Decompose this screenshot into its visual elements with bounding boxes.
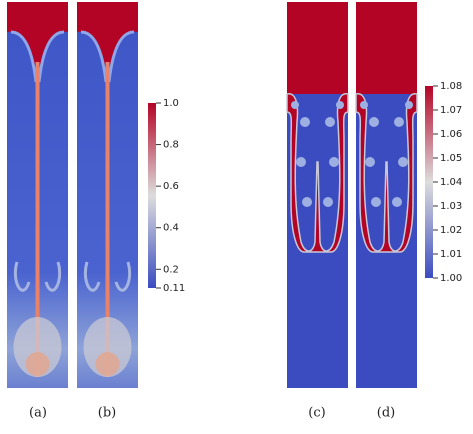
colorbar-tick-label: 1.03 [440, 201, 462, 212]
panel-image [356, 2, 417, 388]
figure: 1.0 0.8 0.6 0.4 0.2 0.11 1.08 1.07 1.06 1.05 1.04… [0, 0, 473, 430]
colorbar-gradient [425, 86, 433, 278]
colorbar-tick-label: 0.11 [163, 283, 185, 294]
colorbar-tick-label: 1.0 [163, 98, 179, 109]
colorbar-tick-label: 1.01 [440, 249, 462, 260]
panel-image [7, 2, 68, 388]
panel-label: (b) [98, 406, 116, 421]
colorbar-gradient [148, 103, 156, 288]
colorbar-tick-label: 0.4 [163, 223, 179, 234]
colorbar-tick-label: 1.00 [440, 273, 462, 284]
panel-label: (c) [308, 406, 325, 421]
colorbar-tick-label: 1.07 [440, 105, 462, 116]
colorbar-tick-label: 1.04 [440, 177, 462, 188]
panel-labels: (a) (b) (c) (d) [29, 406, 395, 421]
colorbar-tick-label: 0.6 [163, 181, 179, 192]
colorbar: 1.0 0.8 0.6 0.4 0.2 0.11 [148, 98, 185, 294]
panel-image [287, 2, 348, 388]
colorbar-tick-label: 1.02 [440, 225, 462, 236]
panel-label: (d) [377, 406, 395, 421]
colorbar-tick-label: 0.2 [163, 264, 179, 275]
colorbar-tick-label: 1.06 [440, 129, 462, 140]
colorbar-tick-label: 0.8 [163, 140, 179, 151]
panel-image [77, 2, 138, 388]
colorbar-tick-label: 1.05 [440, 153, 462, 164]
panel-label: (a) [29, 406, 47, 421]
colorbar: 1.08 1.07 1.06 1.05 1.04 1.03 1.02 1.01 1.00 [425, 81, 462, 284]
colorbar-tick-label: 1.08 [440, 81, 462, 92]
